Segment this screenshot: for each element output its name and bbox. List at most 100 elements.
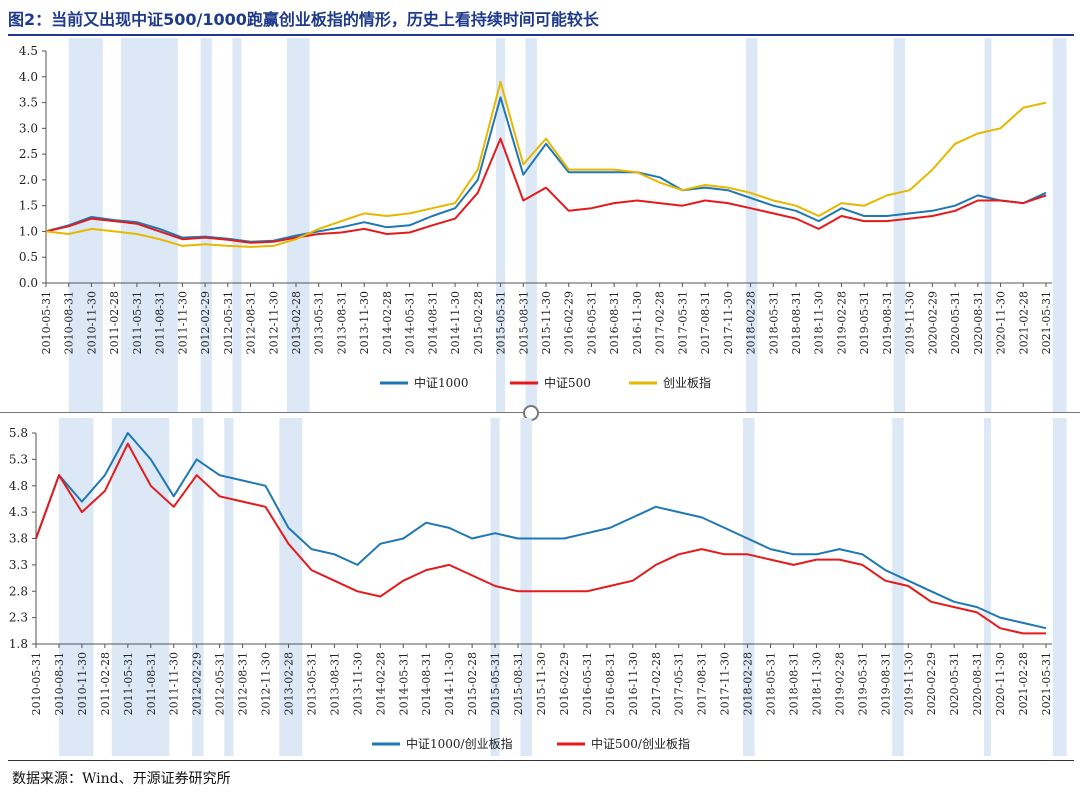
y-tick-label: 0.0 (19, 276, 38, 290)
x-tick-label: 2019-08-31 (881, 291, 894, 354)
x-tick-label: 2016-11-30 (627, 652, 640, 715)
x-tick-label: 2010-05-31 (40, 291, 53, 354)
y-tick-label: 3.0 (19, 121, 38, 135)
x-tick-label: 2017-08-31 (696, 652, 709, 715)
x-tick-label: 2011-08-31 (145, 652, 158, 715)
x-tick-label: 2018-05-31 (767, 291, 780, 354)
x-tick-label: 2012-08-31 (237, 652, 250, 715)
title-rule (8, 34, 1074, 36)
x-tick-label: 2020-08-31 (971, 652, 984, 715)
y-tick-label: 4.5 (19, 44, 38, 58)
x-tick-label: 2014-02-28 (381, 291, 394, 354)
x-tick-label: 2018-05-31 (765, 652, 778, 715)
shaded-band (892, 418, 904, 756)
x-tick-label: 2014-08-31 (420, 652, 433, 715)
x-tick-label: 2018-02-28 (742, 652, 755, 715)
source-note: 数据来源：Wind、开源证券研究所 (12, 771, 231, 787)
x-tick-label: 2014-08-31 (426, 291, 439, 354)
shaded-band (1052, 38, 1067, 413)
x-tick-label: 2011-02-28 (108, 291, 121, 354)
x-tick-label: 2021-05-31 (1040, 652, 1053, 715)
x-tick-label: 2015-11-30 (540, 291, 553, 354)
x-tick-label: 2015-05-31 (489, 652, 502, 715)
y-tick-label: 1.5 (19, 199, 38, 213)
y-tick-label: 5.8 (9, 426, 28, 440)
x-tick-label: 2015-11-30 (535, 652, 548, 715)
x-tick-label: 2010-11-30 (76, 652, 89, 715)
x-tick-label: 2020-05-31 (948, 652, 961, 715)
x-tick-label: 2016-08-31 (604, 652, 617, 715)
shaded-band (893, 38, 906, 413)
x-tick-label: 2010-08-31 (63, 291, 76, 354)
x-tick-label: 2019-02-28 (835, 291, 848, 354)
x-tick-label: 2012-02-29 (199, 291, 212, 354)
series-line (35, 432, 1047, 630)
x-tick-label: 2011-02-28 (99, 652, 112, 715)
y-tick-label: 4.8 (9, 479, 28, 493)
shaded-band (746, 38, 758, 413)
x-tick-label: 2012-11-30 (267, 291, 280, 354)
y-tick-label: 5.3 (9, 452, 28, 466)
series-line (45, 137, 1047, 244)
x-tick-label: 2012-05-31 (214, 652, 227, 715)
x-tick-label: 2020-11-30 (994, 652, 1007, 715)
series-line (35, 442, 1046, 635)
shaded-band (984, 418, 991, 756)
x-tick-label: 2020-05-31 (949, 291, 962, 354)
x-tick-label: 2017-05-31 (673, 652, 686, 715)
x-tick-label: 2017-11-30 (719, 652, 732, 715)
x-tick-label: 2015-05-31 (495, 291, 508, 354)
x-tick-label: 2014-05-31 (397, 652, 410, 715)
shaded-band (58, 418, 94, 756)
panel-divider (0, 412, 1080, 413)
x-tick-label: 2021-02-28 (1017, 291, 1030, 354)
x-tick-label: 2016-11-30 (631, 291, 644, 354)
x-tick-label: 2010-11-30 (85, 291, 98, 354)
x-tick-label: 2019-11-30 (904, 291, 917, 354)
x-tick-label: 2011-11-30 (176, 291, 189, 354)
legend-label: 中证500/创业板指 (591, 736, 690, 751)
x-tick-label: 2018-11-30 (813, 291, 826, 354)
x-tick-label: 2018-08-31 (788, 652, 801, 715)
legend-label: 中证1000/创业板指 (406, 736, 513, 751)
x-tick-label: 2012-08-31 (245, 291, 258, 354)
x-tick-label: 2016-05-31 (585, 291, 598, 354)
y-tick-label: 0.5 (19, 250, 38, 264)
x-tick-label: 2020-11-30 (995, 291, 1008, 354)
shaded-band (496, 38, 506, 413)
x-tick-label: 2019-08-31 (879, 652, 892, 715)
shaded-band (520, 418, 532, 756)
x-tick-label: 2014-11-30 (449, 291, 462, 354)
x-tick-label: 2019-02-28 (833, 652, 846, 715)
x-tick-label: 2017-05-31 (676, 291, 689, 354)
legend-label: 中证1000 (414, 375, 469, 390)
x-tick-label: 2011-05-31 (131, 291, 144, 354)
x-tick-label: 2019-05-31 (858, 291, 871, 354)
x-tick-label: 2010-05-31 (30, 652, 43, 715)
bottom-rule (8, 760, 1074, 761)
shaded-band (279, 418, 303, 756)
shaded-band (743, 418, 755, 756)
y-tick-label: 3.3 (9, 558, 28, 572)
x-tick-label: 2012-11-30 (260, 652, 273, 715)
x-tick-label: 2018-02-28 (745, 291, 758, 354)
x-tick-label: 2013-08-31 (335, 291, 348, 354)
y-tick-label: 3.5 (19, 96, 38, 110)
x-tick-label: 2010-08-31 (53, 652, 66, 715)
shaded-band (525, 38, 537, 413)
x-tick-label: 2015-02-28 (472, 291, 485, 354)
x-tick-label: 2021-05-31 (1040, 291, 1053, 354)
x-tick-label: 2011-08-31 (154, 291, 167, 354)
y-tick-label: 3.8 (9, 532, 28, 546)
x-tick-label: 2019-11-30 (902, 652, 915, 715)
y-tick-label: 4.3 (9, 505, 28, 519)
shaded-band (232, 38, 242, 413)
shaded-band (200, 38, 212, 413)
x-tick-label: 2013-02-28 (290, 291, 303, 354)
x-tick-label: 2013-08-31 (328, 652, 341, 715)
x-tick-label: 2021-02-28 (1017, 652, 1030, 715)
x-tick-label: 2016-08-31 (608, 291, 621, 354)
y-tick-label: 2.3 (9, 611, 28, 625)
x-tick-label: 2014-11-30 (443, 652, 456, 715)
